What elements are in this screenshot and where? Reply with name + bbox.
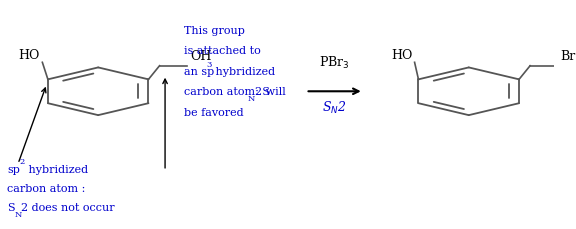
Text: 2 will: 2 will [255,87,286,97]
Text: is attached to: is attached to [184,46,261,56]
Text: N: N [248,95,255,103]
Text: an sp: an sp [184,67,214,76]
Text: carbon atom :: carbon atom : [7,183,85,193]
Text: S$_N$2: S$_N$2 [322,100,347,116]
Text: sp: sp [7,164,20,174]
Text: Br: Br [560,50,576,63]
Text: OH: OH [190,50,211,63]
Text: This group: This group [184,26,245,36]
Text: PBr$_3$: PBr$_3$ [319,55,350,71]
Text: S: S [7,202,14,212]
Text: N: N [14,210,21,218]
Text: 3: 3 [206,61,211,69]
Text: 2: 2 [19,157,24,165]
Text: 2 does not occur: 2 does not occur [21,202,115,212]
Text: hybridized: hybridized [25,164,88,174]
Text: carbon atom: S: carbon atom: S [184,87,270,97]
Text: HO: HO [392,49,413,62]
Text: HO: HO [18,49,40,62]
Text: be favored: be favored [184,107,244,117]
Text: hybridized: hybridized [211,67,275,76]
